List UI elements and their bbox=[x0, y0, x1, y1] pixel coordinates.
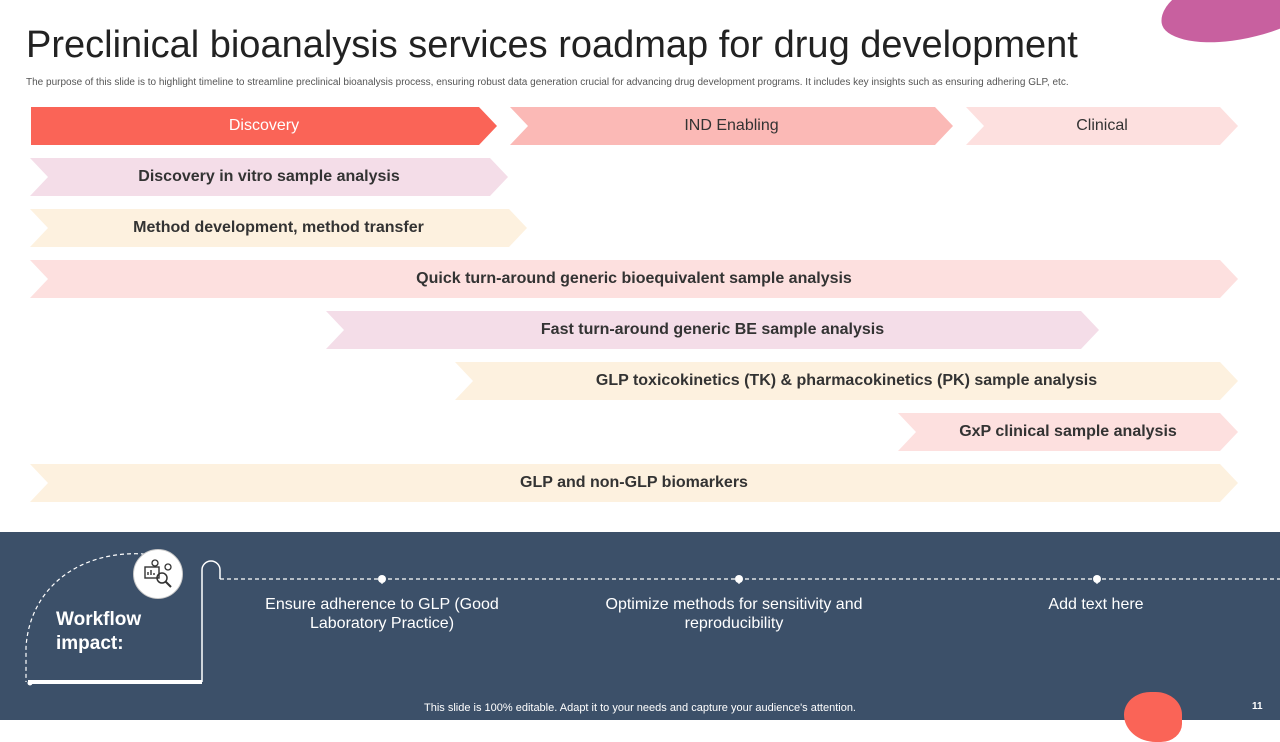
decorative-blob-bottom bbox=[1124, 692, 1182, 742]
service-bar: Method development, method transfer bbox=[30, 209, 527, 247]
workflow-impact-label: Workflow impact: bbox=[56, 609, 142, 654]
timeline-node bbox=[735, 575, 743, 583]
service-bar: GLP toxicokinetics (TK) & pharmacokineti… bbox=[455, 362, 1238, 400]
page-subtitle: The purpose of this slide is to highligh… bbox=[26, 77, 1069, 88]
timeline-node bbox=[378, 575, 386, 583]
service-bar: GLP and non-GLP biomarkers bbox=[30, 464, 1238, 502]
analytics-magnifier-icon bbox=[144, 559, 172, 588]
phase-clinical: Clinical bbox=[966, 107, 1238, 145]
service-bar: Quick turn-around generic bioequivalent … bbox=[30, 260, 1238, 298]
service-label: Discovery in vitro sample analysis bbox=[138, 168, 400, 185]
phase-label: Clinical bbox=[1076, 117, 1128, 134]
analytics-magnifier-icon bbox=[133, 549, 183, 599]
service-bar: Fast turn-around generic BE sample analy… bbox=[326, 311, 1099, 349]
workflow-baseline bbox=[28, 680, 202, 684]
service-label: Quick turn-around generic bioequivalent … bbox=[416, 270, 852, 287]
phase-ind-enabling: IND Enabling bbox=[510, 107, 953, 145]
decorative-blob-top bbox=[1155, 0, 1280, 51]
service-label: GLP toxicokinetics (TK) & pharmacokineti… bbox=[595, 372, 1098, 389]
service-label: GxP clinical sample analysis bbox=[959, 423, 1177, 440]
timeline-node bbox=[1093, 575, 1101, 583]
service-label: Method development, method transfer bbox=[133, 219, 424, 236]
phase-label: Discovery bbox=[228, 117, 300, 134]
workflow-panel bbox=[0, 532, 1280, 720]
phase-discovery: Discovery bbox=[31, 107, 497, 145]
impact-text: Ensure adherence to GLP (Good Laboratory… bbox=[265, 596, 499, 632]
service-bar: GxP clinical sample analysis bbox=[898, 413, 1238, 451]
footer-note: This slide is 100% editable. Adapt it to… bbox=[424, 702, 856, 714]
impact-text: Add text here bbox=[1048, 596, 1144, 613]
phase-label: IND Enabling bbox=[684, 117, 779, 134]
page-title: Preclinical bioanalysis services roadmap… bbox=[26, 24, 1078, 66]
service-bar: Discovery in vitro sample analysis bbox=[30, 158, 508, 196]
impact-text: Optimize methods for sensitivity and rep… bbox=[605, 596, 863, 632]
service-label: GLP and non-GLP biomarkers bbox=[520, 474, 748, 491]
service-label: Fast turn-around generic BE sample analy… bbox=[540, 321, 885, 338]
page-number: 11 bbox=[1252, 701, 1263, 712]
